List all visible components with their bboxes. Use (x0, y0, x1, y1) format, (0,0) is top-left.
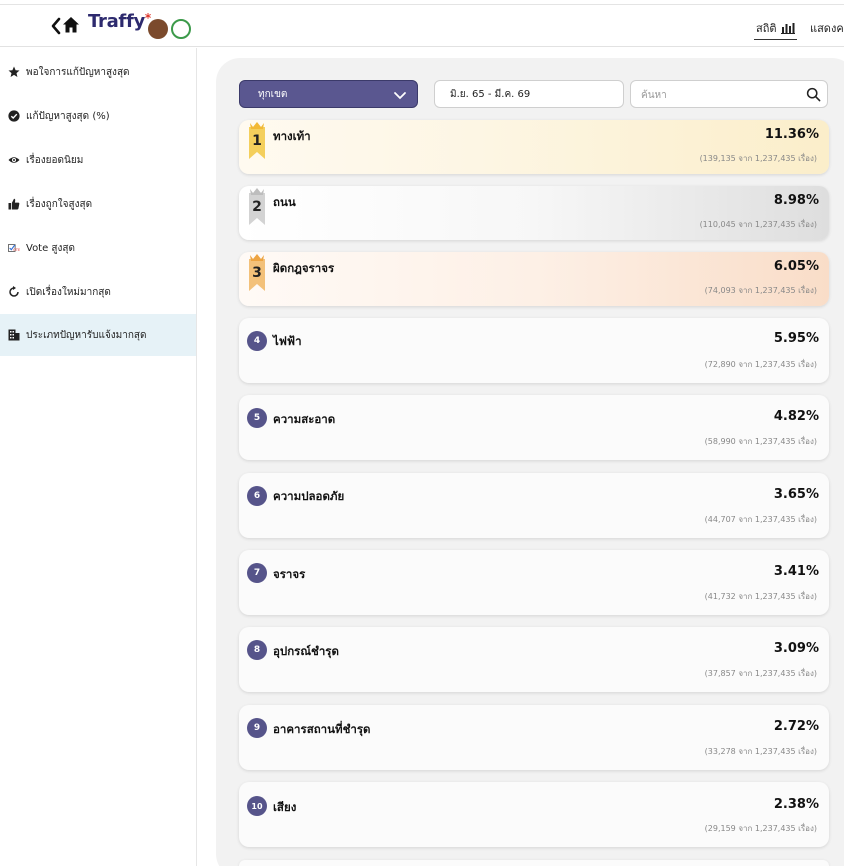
category-name: ความสะอาด (273, 412, 336, 426)
sidebar-item-label: พอใจการแก้ปัญหาสูงสุด (26, 66, 130, 78)
sidebar-item-top-satisfaction[interactable]: พอใจการแก้ปัญหาสูงสุด (0, 50, 196, 94)
building-icon (8, 329, 20, 341)
sidebar-item-label: เรื่องถูกใจสูงสุด (26, 198, 93, 210)
rank-number: 2 (252, 199, 262, 215)
category-name: อุปกรณ์ชำรุด (273, 644, 339, 658)
category-count: (44,707 จาก 1,237,435 เรื่อง) (704, 515, 817, 524)
date-range-field[interactable]: มิ.ย. 65 - มี.ค. 69 (434, 80, 624, 108)
search-icon[interactable] (806, 87, 821, 102)
rank-badge: 9 (247, 718, 267, 738)
category-percent: 8.98% (773, 193, 819, 208)
ranking-card[interactable]: 1 ทางเท้า 11.36% (139,135 จาก 1,237,435 … (239, 120, 829, 174)
search-box (630, 80, 828, 108)
ranking-card[interactable]: 5 ความสะอาด 4.82% (58,990 จาก 1,237,435 … (239, 395, 829, 460)
category-name: ความปลอดภัย (273, 489, 345, 503)
bar-chart-icon (780, 22, 795, 34)
category-count: (72,890 จาก 1,237,435 เรื่อง) (704, 360, 817, 369)
tab-stats-label: สถิติ (756, 21, 777, 35)
top-border (0, 0, 844, 5)
rank-badge: 5 (247, 408, 267, 428)
search-input[interactable] (641, 87, 801, 103)
category-name: ทางเท้า (273, 129, 311, 143)
ranking-card[interactable]: 6 ความปลอดภัย 3.65% (44,707 จาก 1,237,43… (239, 473, 829, 538)
sidebar-item-label: ประเภทปัญหารับแจ้งมากสุด (26, 329, 147, 341)
category-count: (139,135 จาก 1,237,435 เรื่อง) (699, 154, 817, 163)
check-circle-icon (8, 110, 20, 122)
rank-badge: 6 (247, 486, 267, 506)
gold-ribbon-icon (249, 122, 265, 159)
ranking-card[interactable] (239, 860, 829, 866)
category-percent: 3.09% (773, 641, 819, 656)
sidebar-item-label: Vote สูงสุด (26, 242, 76, 254)
refresh-icon (8, 286, 20, 298)
vote-icon: OTE (8, 242, 20, 254)
rank-badge: 7 (247, 563, 267, 583)
category-percent: 6.05% (773, 259, 819, 274)
category-percent: 2.72% (773, 719, 819, 734)
rank-number: 1 (252, 133, 262, 149)
thumbs-up-icon (8, 198, 20, 210)
category-count: (110,045 จาก 1,237,435 เรื่อง) (699, 220, 817, 229)
category-name: ถนน (273, 195, 296, 209)
ranking-card[interactable]: 3 ผิดกฎจราจร 6.05% (74,093 จาก 1,237,435… (239, 252, 829, 306)
brand-star: * (144, 11, 151, 25)
category-count: (41,732 จาก 1,237,435 เรื่อง) (704, 592, 817, 601)
header: Traffy* สถิติ แสดงคว (0, 5, 844, 47)
sidebar-item-label: แก้ปัญหาสูงสุด (%) (26, 110, 110, 122)
date-range-value: มิ.ย. 65 - มี.ค. 69 (450, 88, 531, 100)
ranking-card[interactable]: 7 จราจร 3.41% (41,732 จาก 1,237,435 เรื่… (239, 550, 829, 615)
district-select[interactable]: ทุกเขต (239, 80, 418, 108)
category-percent: 3.41% (773, 564, 819, 579)
brand-name: Traffy (88, 11, 145, 32)
category-count: (37,857 จาก 1,237,435 เรื่อง) (704, 669, 817, 678)
category-count: (74,093 จาก 1,237,435 เรื่อง) (704, 286, 817, 295)
district-select-value: ทุกเขต (258, 88, 288, 100)
category-percent: 5.95% (773, 331, 819, 346)
ranking-card[interactable]: 9 อาคารสถานที่ชำรุด 2.72% (33,278 จาก 1,… (239, 705, 829, 770)
chevron-left-icon[interactable] (50, 16, 62, 36)
sidebar-item-label: เรื่องยอดนิยม (26, 154, 84, 166)
brand-logo: Traffy* (88, 11, 151, 32)
sidebar: พอใจการแก้ปัญหาสูงสุด แก้ปัญหาสูงสุด (%)… (0, 48, 197, 866)
rank-badge: 10 (247, 796, 267, 816)
rank-number: 3 (252, 265, 262, 281)
category-percent: 2.38% (773, 797, 819, 812)
tab-show[interactable]: แสดงคว (810, 22, 844, 35)
partner-logo-2 (171, 19, 191, 39)
sidebar-item-popular[interactable]: เรื่องยอดนิยม (0, 138, 196, 182)
category-name: ผิดกฎจราจร (273, 261, 335, 275)
sidebar-item-top-category[interactable]: ประเภทปัญหารับแจ้งมากสุด (0, 314, 196, 356)
rank-badge: 8 (247, 640, 267, 660)
category-name: อาคารสถานที่ชำรุด (273, 722, 371, 736)
sidebar-item-most-liked[interactable]: เรื่องถูกใจสูงสุด (0, 182, 196, 226)
category-count: (29,159 จาก 1,237,435 เรื่อง) (704, 824, 817, 833)
rank-badge: 4 (247, 331, 267, 351)
eye-icon (8, 154, 20, 166)
ranking-card[interactable]: 4 ไฟฟ้า 5.95% (72,890 จาก 1,237,435 เรื่… (239, 318, 829, 383)
category-count: (58,990 จาก 1,237,435 เรื่อง) (704, 437, 817, 446)
ranking-card[interactable]: 8 อุปกรณ์ชำรุด 3.09% (37,857 จาก 1,237,4… (239, 627, 829, 692)
silver-ribbon-icon (249, 188, 265, 225)
category-percent: 3.65% (773, 487, 819, 502)
sidebar-item-label: เปิดเรื่องใหม่มากสุด (26, 286, 111, 298)
sidebar-item-new-issues[interactable]: เปิดเรื่องใหม่มากสุด (0, 270, 196, 314)
category-count: (33,278 จาก 1,237,435 เรื่อง) (704, 747, 817, 756)
ranking-card[interactable]: 2 ถนน 8.98% (110,045 จาก 1,237,435 เรื่อ… (239, 186, 829, 240)
category-name: ไฟฟ้า (273, 334, 302, 348)
category-percent: 4.82% (773, 409, 819, 424)
ranking-card[interactable]: 10 เสียง 2.38% (29,159 จาก 1,237,435 เรื… (239, 782, 829, 847)
bronze-ribbon-icon (249, 254, 265, 291)
home-icon[interactable] (62, 16, 80, 34)
partner-logo-1 (148, 19, 168, 39)
sidebar-item-top-resolved[interactable]: แก้ปัญหาสูงสุด (%) (0, 94, 196, 138)
tab-stats[interactable]: สถิติ (754, 16, 797, 40)
category-name: เสียง (273, 800, 297, 814)
star-icon (8, 66, 20, 78)
category-percent: 11.36% (764, 127, 819, 142)
sidebar-item-top-vote[interactable]: OTE Vote สูงสุด (0, 226, 196, 270)
svg-text:OTE: OTE (13, 248, 20, 252)
category-name: จราจร (273, 567, 306, 581)
chevron-down-icon (394, 92, 406, 100)
